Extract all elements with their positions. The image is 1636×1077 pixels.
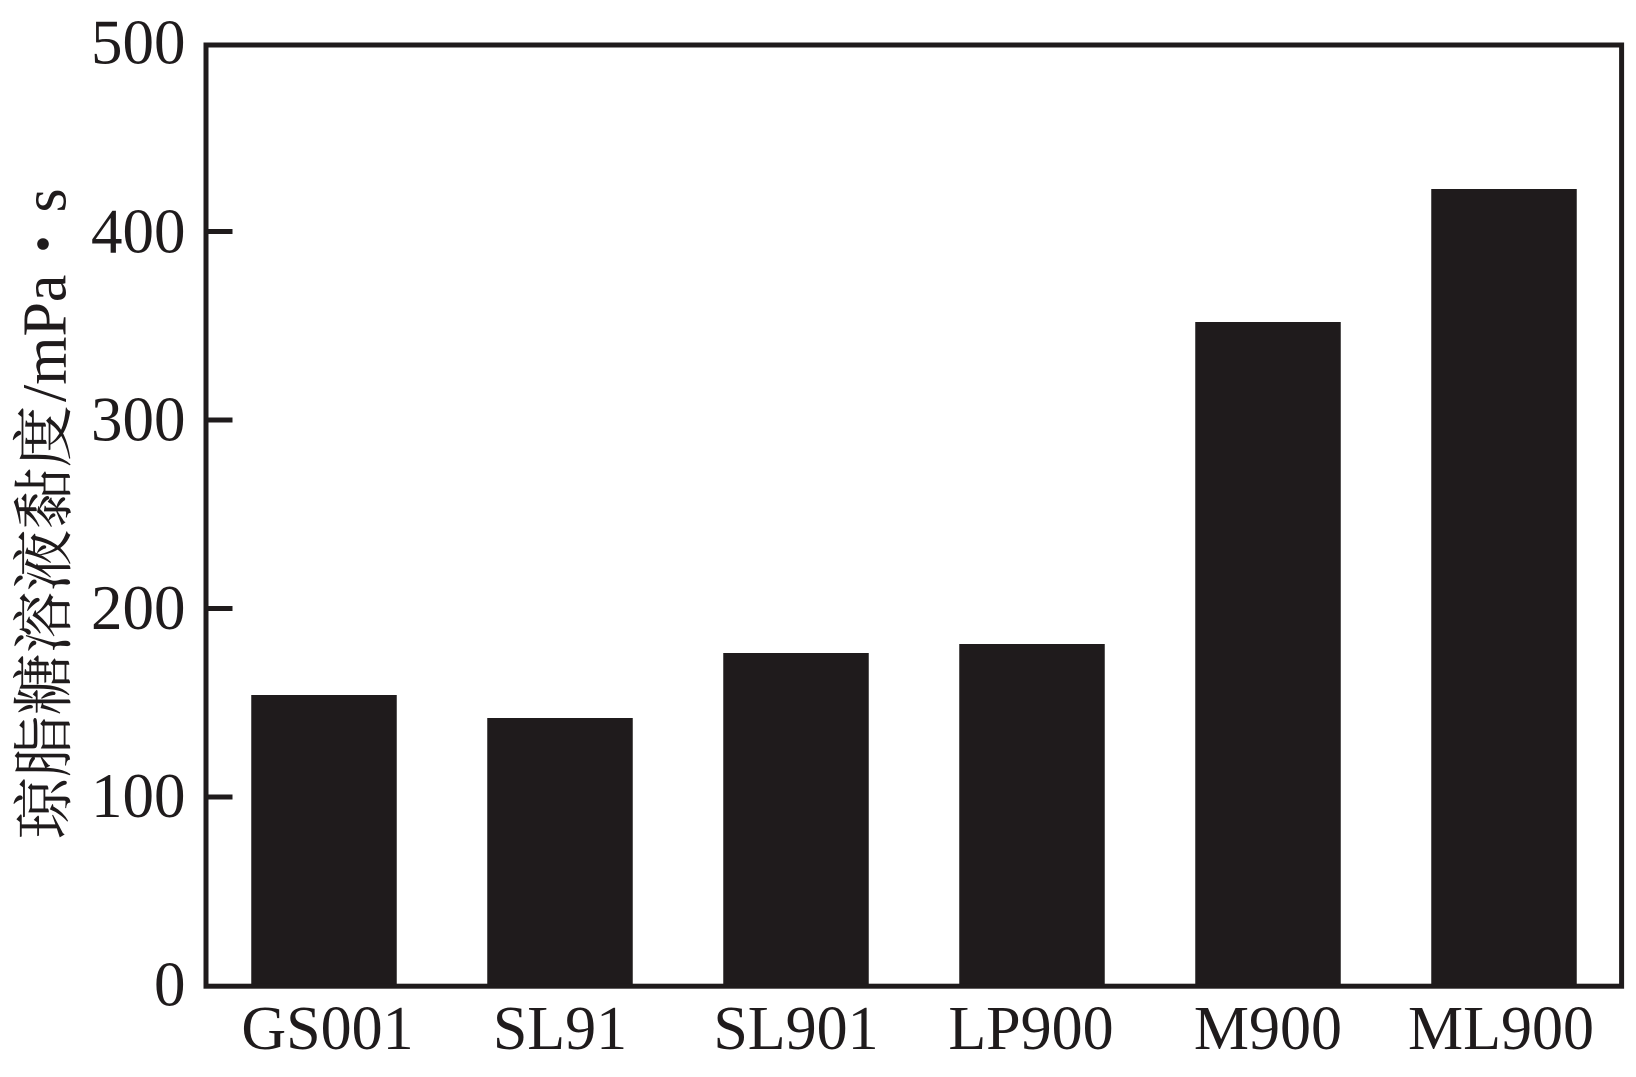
svg-text:GS001: GS001	[241, 995, 413, 1063]
svg-text:LP900: LP900	[948, 995, 1113, 1063]
svg-text:SL901: SL901	[713, 995, 878, 1063]
svg-text:300: 300	[91, 385, 186, 455]
svg-text:s: s	[12, 188, 80, 212]
svg-text:SL91: SL91	[493, 995, 627, 1063]
svg-text:400: 400	[91, 196, 186, 266]
svg-text:ML900: ML900	[1408, 995, 1594, 1063]
svg-text:M900: M900	[1194, 995, 1342, 1063]
svg-text:/mPa: /mPa	[12, 275, 80, 402]
svg-text:500: 500	[91, 8, 186, 78]
svg-text:100: 100	[91, 761, 186, 831]
svg-text:0: 0	[154, 950, 186, 1020]
svg-text:200: 200	[91, 573, 186, 643]
